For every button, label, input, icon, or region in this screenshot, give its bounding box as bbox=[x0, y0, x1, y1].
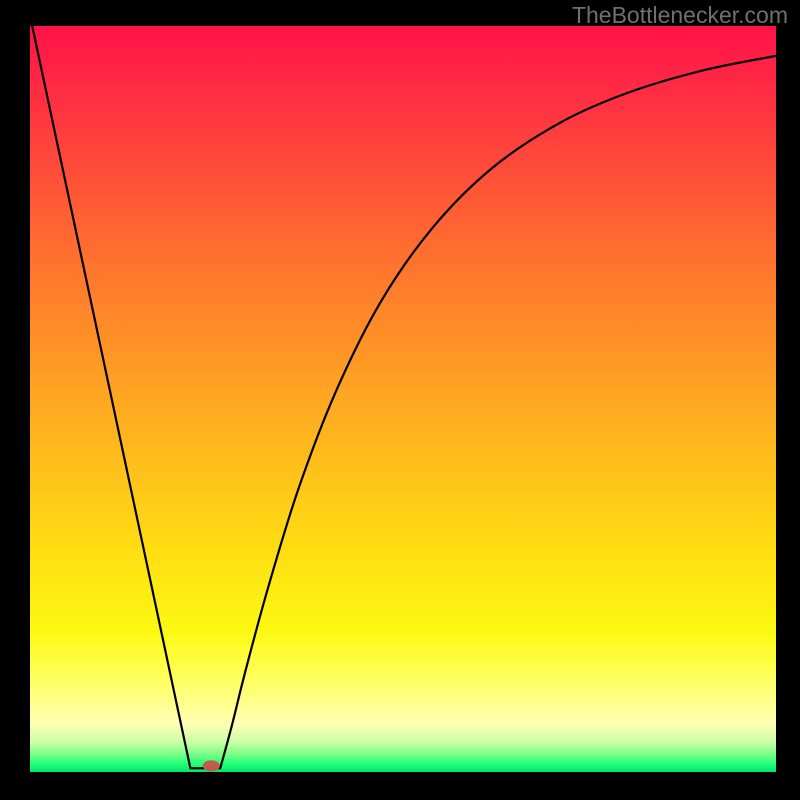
plot-area bbox=[30, 26, 776, 772]
watermark-text: TheBottlenecker.com bbox=[572, 2, 788, 29]
chart-container: TheBottlenecker.com bbox=[0, 0, 800, 800]
chart-svg bbox=[30, 26, 776, 772]
bottleneck-curve bbox=[32, 26, 776, 768]
